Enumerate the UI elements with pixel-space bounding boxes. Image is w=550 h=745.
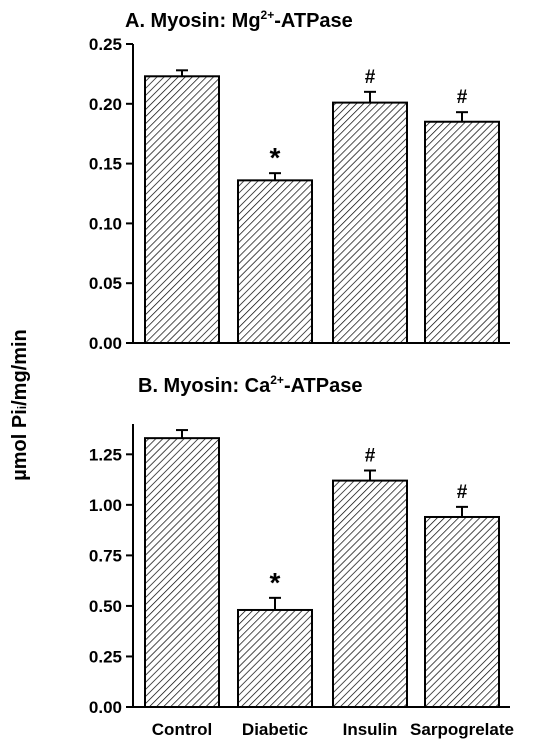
chart-b-title-prefix: B. Myosin: Ca: [138, 375, 271, 397]
x-category-label: Control: [152, 720, 212, 739]
bar-a-diabetic: [237, 179, 313, 344]
y-tick-label-b: 0.50: [89, 597, 122, 616]
bar-a-insulin: [332, 101, 408, 344]
chart-b-title-suffix: -ATPase: [284, 375, 363, 397]
significance-marker-a: #: [457, 87, 468, 108]
y-tick-label-a: 0.20: [89, 95, 122, 114]
bar-b-diabetic: [237, 608, 313, 709]
shared-y-axis-label: µmol Pii/mg/min: [9, 329, 31, 481]
chart-a-title-prefix: A. Myosin: Mg: [125, 10, 261, 32]
y-tick-label-b: 0.75: [89, 546, 122, 565]
y-label-rest: /mg/min: [9, 329, 31, 406]
y-tick-label-b: 0.00: [89, 698, 122, 717]
chart-b-title-superscript: 2+: [270, 373, 284, 387]
significance-marker-a: *: [270, 142, 281, 173]
chart-a-title: A. Myosin: Mg2+-ATPase: [125, 8, 353, 32]
significance-marker-b: #: [457, 482, 468, 503]
bar-b-insulin: [332, 479, 408, 708]
y-tick-label-b: 1.25: [89, 445, 122, 464]
y-tick-label-a: 0.25: [89, 35, 122, 54]
y-tick-label-a: 0.05: [89, 274, 122, 293]
significance-marker-b: #: [365, 445, 376, 466]
bar-a-control: [144, 75, 220, 345]
y-tick-label-a: 0.00: [89, 334, 122, 353]
x-category-label: Sarpogrelate: [410, 720, 514, 739]
chart-panel-b: B. Myosin: Ca2+-ATPase 0.00 0.25 0.50 0.75 1…: [89, 373, 514, 739]
y-tick-label-b: 1.00: [89, 496, 122, 515]
bar-a-sarpogrelate: [424, 120, 500, 344]
y-tick-label-b: 0.25: [89, 647, 122, 666]
y-tick-label-a: 0.15: [89, 155, 122, 174]
y-label-sub: i: [15, 406, 29, 409]
y-label-main: µmol Pi: [9, 409, 31, 481]
chart-a-title-suffix: -ATPase: [274, 10, 353, 32]
chart-a-title-superscript: 2+: [261, 8, 275, 22]
significance-marker-b: *: [270, 567, 281, 598]
y-tick-label-a: 0.10: [89, 214, 122, 233]
significance-marker-a: #: [365, 67, 376, 88]
bar-b-control: [144, 437, 220, 708]
chart-b-title: B. Myosin: Ca2+-ATPase: [138, 373, 362, 397]
x-category-label: Insulin: [343, 720, 398, 739]
x-category-label: Diabetic: [242, 720, 308, 739]
chart-panel-a: A. Myosin: Mg2+-ATPase 0.00 0.05 0.10 0.15 0…: [89, 8, 510, 353]
bar-b-sarpogrelate: [424, 515, 500, 708]
